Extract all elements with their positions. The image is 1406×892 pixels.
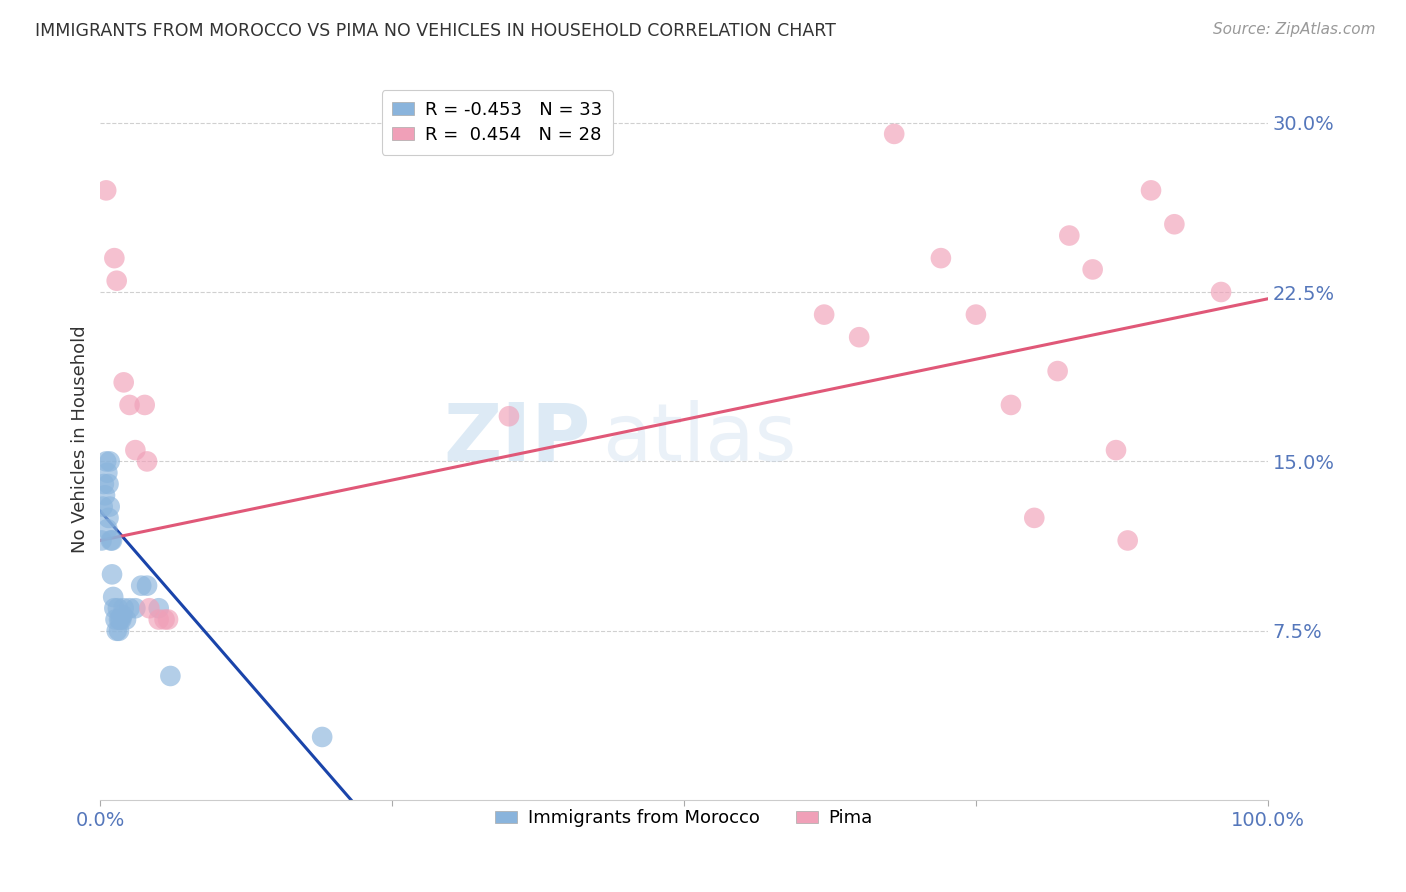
Point bbox=[1105, 443, 1128, 458]
Point bbox=[498, 409, 520, 424]
Point bbox=[1163, 217, 1185, 231]
Point bbox=[103, 251, 125, 265]
Point bbox=[97, 511, 120, 525]
Point bbox=[108, 613, 131, 627]
Point bbox=[118, 398, 141, 412]
Text: ZIP: ZIP bbox=[443, 400, 591, 478]
Point bbox=[136, 454, 159, 468]
Point bbox=[148, 601, 170, 615]
Point bbox=[138, 601, 160, 615]
Point bbox=[97, 477, 120, 491]
Point bbox=[96, 183, 118, 197]
Point bbox=[96, 466, 118, 480]
Point bbox=[148, 613, 170, 627]
Point bbox=[124, 601, 146, 615]
Point bbox=[104, 613, 127, 627]
Point bbox=[1059, 228, 1081, 243]
Text: Source: ZipAtlas.com: Source: ZipAtlas.com bbox=[1212, 22, 1375, 37]
Point bbox=[1116, 533, 1139, 548]
Point bbox=[90, 533, 112, 548]
Point bbox=[108, 624, 131, 638]
Point bbox=[813, 308, 835, 322]
Point bbox=[848, 330, 870, 344]
Point bbox=[110, 613, 132, 627]
Point bbox=[157, 613, 180, 627]
Point bbox=[1000, 398, 1022, 412]
Point bbox=[103, 601, 125, 615]
Point bbox=[1140, 183, 1163, 197]
Point bbox=[1081, 262, 1104, 277]
Point bbox=[1209, 285, 1232, 299]
Point bbox=[134, 398, 156, 412]
Point bbox=[94, 488, 117, 502]
Point bbox=[159, 669, 181, 683]
Point bbox=[105, 274, 128, 288]
Point bbox=[105, 624, 128, 638]
Point bbox=[96, 522, 118, 536]
Point bbox=[129, 579, 152, 593]
Point bbox=[929, 251, 952, 265]
Point bbox=[96, 454, 118, 468]
Point bbox=[101, 533, 124, 548]
Text: atlas: atlas bbox=[602, 400, 797, 478]
Legend: Immigrants from Morocco, Pima: Immigrants from Morocco, Pima bbox=[488, 802, 880, 835]
Text: IMMIGRANTS FROM MOROCCO VS PIMA NO VEHICLES IN HOUSEHOLD CORRELATION CHART: IMMIGRANTS FROM MOROCCO VS PIMA NO VEHIC… bbox=[35, 22, 837, 40]
Y-axis label: No Vehicles in Household: No Vehicles in Household bbox=[72, 325, 89, 553]
Point bbox=[883, 127, 905, 141]
Point bbox=[111, 607, 134, 622]
Point bbox=[93, 477, 115, 491]
Point bbox=[965, 308, 987, 322]
Point bbox=[112, 376, 135, 390]
Point bbox=[103, 590, 125, 604]
Point bbox=[124, 443, 146, 458]
Point bbox=[1046, 364, 1069, 378]
Point bbox=[115, 613, 138, 627]
Point bbox=[136, 579, 159, 593]
Point bbox=[107, 601, 129, 615]
Point bbox=[118, 601, 141, 615]
Point bbox=[101, 567, 124, 582]
Point bbox=[153, 613, 176, 627]
Point bbox=[98, 454, 121, 468]
Point bbox=[98, 500, 121, 514]
Point bbox=[100, 533, 122, 548]
Point bbox=[108, 613, 131, 627]
Point bbox=[112, 601, 135, 615]
Point bbox=[91, 500, 114, 514]
Point bbox=[1024, 511, 1046, 525]
Point bbox=[311, 730, 333, 744]
